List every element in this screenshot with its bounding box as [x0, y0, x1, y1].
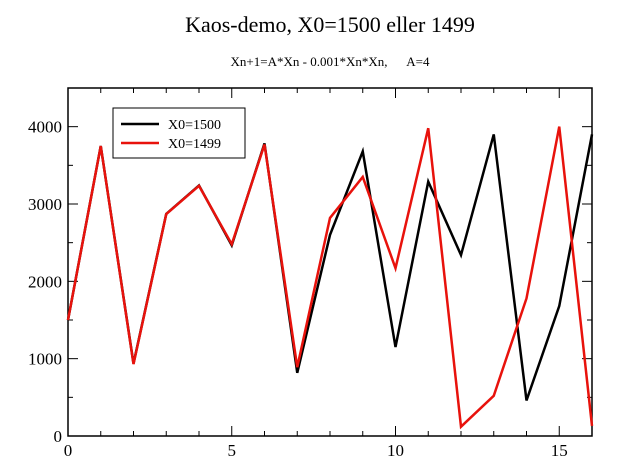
x-tick-label: 15 — [551, 441, 568, 460]
y-tick-label: 1000 — [28, 350, 62, 369]
legend-box — [112, 107, 246, 159]
y-tick-label: 0 — [54, 427, 63, 446]
y-tick-label: 3000 — [28, 195, 62, 214]
series-line-x0-1499 — [66, 126, 594, 430]
chart-subtitle: Xn+1=A*Xn - 0.001*Xn*Xn, A=4 — [231, 54, 430, 69]
y-tick-label: 2000 — [28, 272, 62, 291]
x-tick-label: 5 — [228, 441, 237, 460]
chart-title: Kaos-demo, X0=1500 eller 1499 — [185, 12, 475, 37]
series-layer — [66, 126, 594, 430]
legend-label-x0-1500: X0=1500 — [168, 118, 221, 133]
y-tick-label: 4000 — [28, 118, 62, 137]
legend-label-x0-1499: X0=1499 — [168, 137, 221, 152]
series-line-x0-1500 — [66, 134, 594, 401]
x-tick-label: 10 — [387, 441, 404, 460]
legend: X0=1500 X0=1499 — [112, 107, 246, 159]
x-tick-label: 0 — [64, 441, 73, 460]
axes: 0 5 10 15 0 1000 2000 3000 4000 — [28, 87, 593, 460]
